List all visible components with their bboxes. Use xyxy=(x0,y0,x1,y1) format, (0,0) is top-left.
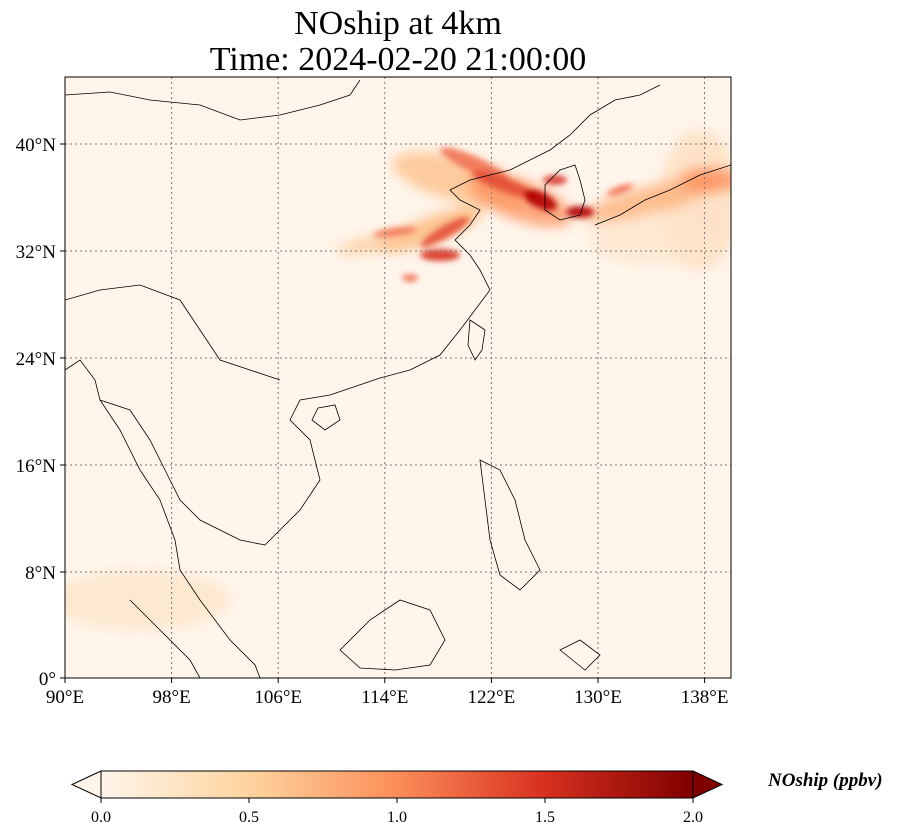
lat-tick-label: 16°N xyxy=(16,456,57,477)
colorbar-tick-label: 2.0 xyxy=(683,809,703,826)
lat-tick-label: 0° xyxy=(39,669,56,690)
lat-tick-label: 40°N xyxy=(16,135,57,156)
gridlines xyxy=(65,77,731,678)
lon-tick-label: 106°E xyxy=(254,687,302,708)
colorbar-tick-label: 0.5 xyxy=(239,809,259,826)
noship-field xyxy=(65,77,731,678)
colorbar: 0.0 0.5 1.0 1.5 2.0 xyxy=(70,770,724,826)
plot-title-line1: NOship at 4km xyxy=(294,5,502,42)
colorbar-extend-min xyxy=(70,770,102,799)
lon-tick-label: 90°E xyxy=(46,687,84,708)
lon-tick-label: 130°E xyxy=(574,687,622,708)
lat-tick-label: 24°N xyxy=(16,349,57,370)
colorbar-extend-max xyxy=(692,770,724,799)
lat-tick-label: 32°N xyxy=(16,242,57,263)
plot-title-line2: Time: 2024-02-20 21:00:00 xyxy=(209,41,587,78)
colorbar-tick-label: 1.5 xyxy=(535,809,555,826)
lat-tick-label: 8°N xyxy=(25,563,56,584)
lon-tick-label: 138°E xyxy=(681,687,729,708)
coastlines xyxy=(65,79,731,678)
lon-tick-label: 98°E xyxy=(152,687,190,708)
colorbar-label: NOship (ppbv) xyxy=(768,770,883,791)
colorbar-gradient xyxy=(100,770,694,799)
map-frame xyxy=(64,76,732,679)
colorbar-tick-label: 0.0 xyxy=(91,809,111,826)
colorbar-tick-label: 1.0 xyxy=(387,809,407,826)
lon-tick-label: 114°E xyxy=(361,687,408,708)
lon-tick-label: 122°E xyxy=(468,687,516,708)
